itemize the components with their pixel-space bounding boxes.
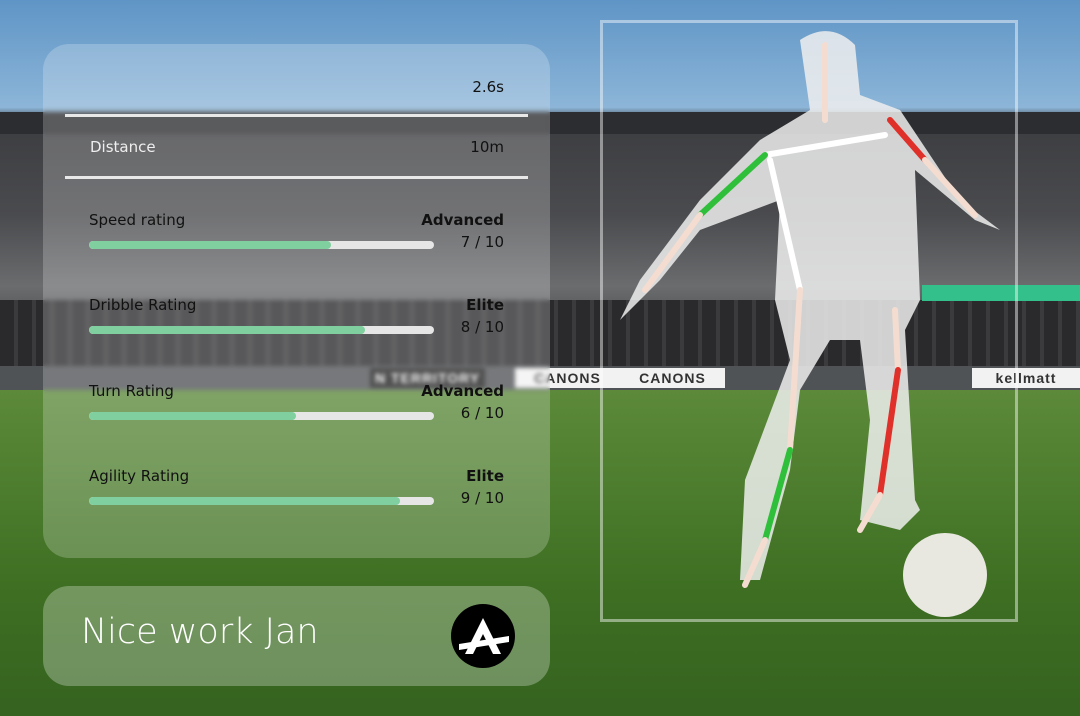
feedback-message: Nice work Jan: [81, 612, 319, 652]
player-bounding-box: [600, 20, 1018, 622]
brand-a-logo-icon: [451, 604, 515, 668]
rating-score: 6 / 10: [460, 404, 504, 422]
ad-board: CANONS CANONS: [515, 368, 725, 388]
rating-level: Advanced: [421, 382, 504, 400]
rating-agility: Agility Rating Elite 9 / 10: [89, 467, 504, 507]
skeleton-left-forearm: [642, 212, 703, 293]
divider: [65, 176, 528, 179]
skeleton-left-foot: [742, 537, 768, 588]
ball: [903, 533, 987, 617]
rating-label: Dribble Rating: [89, 296, 197, 314]
skeleton-shoulders: [762, 132, 888, 158]
stat-time: 2.6s: [90, 78, 504, 96]
skeleton-right-thigh: [892, 307, 901, 373]
player-silhouette: [620, 31, 1000, 581]
skeleton-right-forearm: [922, 157, 978, 218]
rating-bar: [89, 497, 434, 505]
rating-level: Elite: [466, 296, 504, 314]
ad-text: CANONS: [534, 370, 601, 386]
stat-label: Distance: [90, 138, 156, 156]
rating-level: Advanced: [421, 211, 504, 229]
skeleton-torso: [767, 157, 803, 293]
rating-bar: [89, 412, 434, 420]
ad-text: CANONS: [639, 370, 706, 386]
skeleton-left-arm: [697, 152, 768, 218]
rating-score: 8 / 10: [460, 318, 504, 336]
skeleton-right-arm: [887, 117, 928, 163]
rating-bar-fill: [89, 412, 296, 420]
rating-level: Elite: [466, 467, 504, 485]
divider: [65, 114, 528, 117]
feedback-banner: Nice work Jan: [43, 586, 550, 686]
green-bar: [922, 285, 1080, 301]
skeleton-left-thigh: [787, 287, 803, 453]
rating-score: 9 / 10: [460, 489, 504, 507]
skeleton-right-foot: [857, 492, 883, 533]
rating-label: Agility Rating: [89, 467, 190, 485]
skeleton-left-shin: [762, 447, 793, 543]
rating-bar-fill: [89, 241, 331, 249]
rating-score: 7 / 10: [460, 233, 504, 251]
rating-bar: [89, 241, 434, 249]
skeleton-right-shin: [877, 367, 901, 498]
rating-bar: [89, 326, 434, 334]
rating-speed: Speed rating Advanced 7 / 10: [89, 211, 504, 251]
stat-value: 2.6s: [472, 78, 504, 96]
rating-bar-fill: [89, 326, 365, 334]
stat-value: 10m: [470, 138, 504, 156]
rating-label: Turn Rating: [89, 382, 174, 400]
pose-skeleton: [642, 42, 978, 588]
ad-board: kellmatt: [972, 368, 1080, 388]
rating-turn: Turn Rating Advanced 6 / 10: [89, 382, 504, 422]
stats-panel: 2.6s Distance 10m Speed rating Advanced 7 …: [43, 44, 550, 558]
rating-bar-fill: [89, 497, 400, 505]
stat-distance: Distance 10m: [90, 138, 504, 156]
rating-label: Speed rating: [89, 211, 186, 229]
rating-dribble: Dribble Rating Elite 8 / 10: [89, 296, 504, 336]
